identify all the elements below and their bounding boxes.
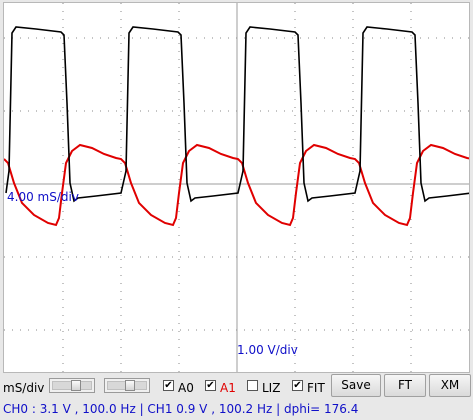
checkbox-a1[interactable]: ✔	[205, 380, 216, 391]
ft-button[interactable]: FT	[384, 374, 426, 397]
checkbox-fit[interactable]: ✔	[292, 380, 303, 391]
status-bar: CH0 : 3.1 V , 100.0 Hz | CH1 0.9 V , 100…	[3, 402, 359, 416]
voltage-slider[interactable]	[104, 378, 150, 393]
checkbox-a1-label: A1	[220, 381, 236, 395]
scope-plot	[4, 3, 469, 372]
toolbar: mS/div ✔ A0 ✔ A1 LIZ ✔ FIT Save FT XM	[0, 373, 473, 399]
slider-handle[interactable]	[125, 380, 135, 391]
timebase-slider[interactable]	[49, 378, 95, 393]
scope-display[interactable]: 4.00 mS/div 1.00 V/div	[3, 2, 470, 373]
trace-a1	[4, 143, 469, 227]
save-button[interactable]: Save	[331, 374, 381, 397]
msdiv-label: mS/div	[3, 381, 45, 395]
checkbox-liz[interactable]	[247, 380, 258, 391]
check-mark-icon: ✔	[293, 380, 302, 391]
check-mark-icon: ✔	[206, 380, 215, 391]
checkbox-a0-label: A0	[178, 381, 194, 395]
checkbox-liz-label: LIZ	[262, 381, 281, 395]
check-mark-icon: ✔	[164, 380, 173, 391]
xm-button[interactable]: XM	[429, 374, 471, 397]
slider-handle[interactable]	[71, 380, 81, 391]
trace-a0	[5, 26, 469, 203]
y-scale-label: 1.00 V/div	[237, 343, 298, 357]
checkbox-fit-label: FIT	[307, 381, 325, 395]
checkbox-a0[interactable]: ✔	[163, 380, 174, 391]
x-scale-label: 4.00 mS/div	[7, 190, 79, 204]
